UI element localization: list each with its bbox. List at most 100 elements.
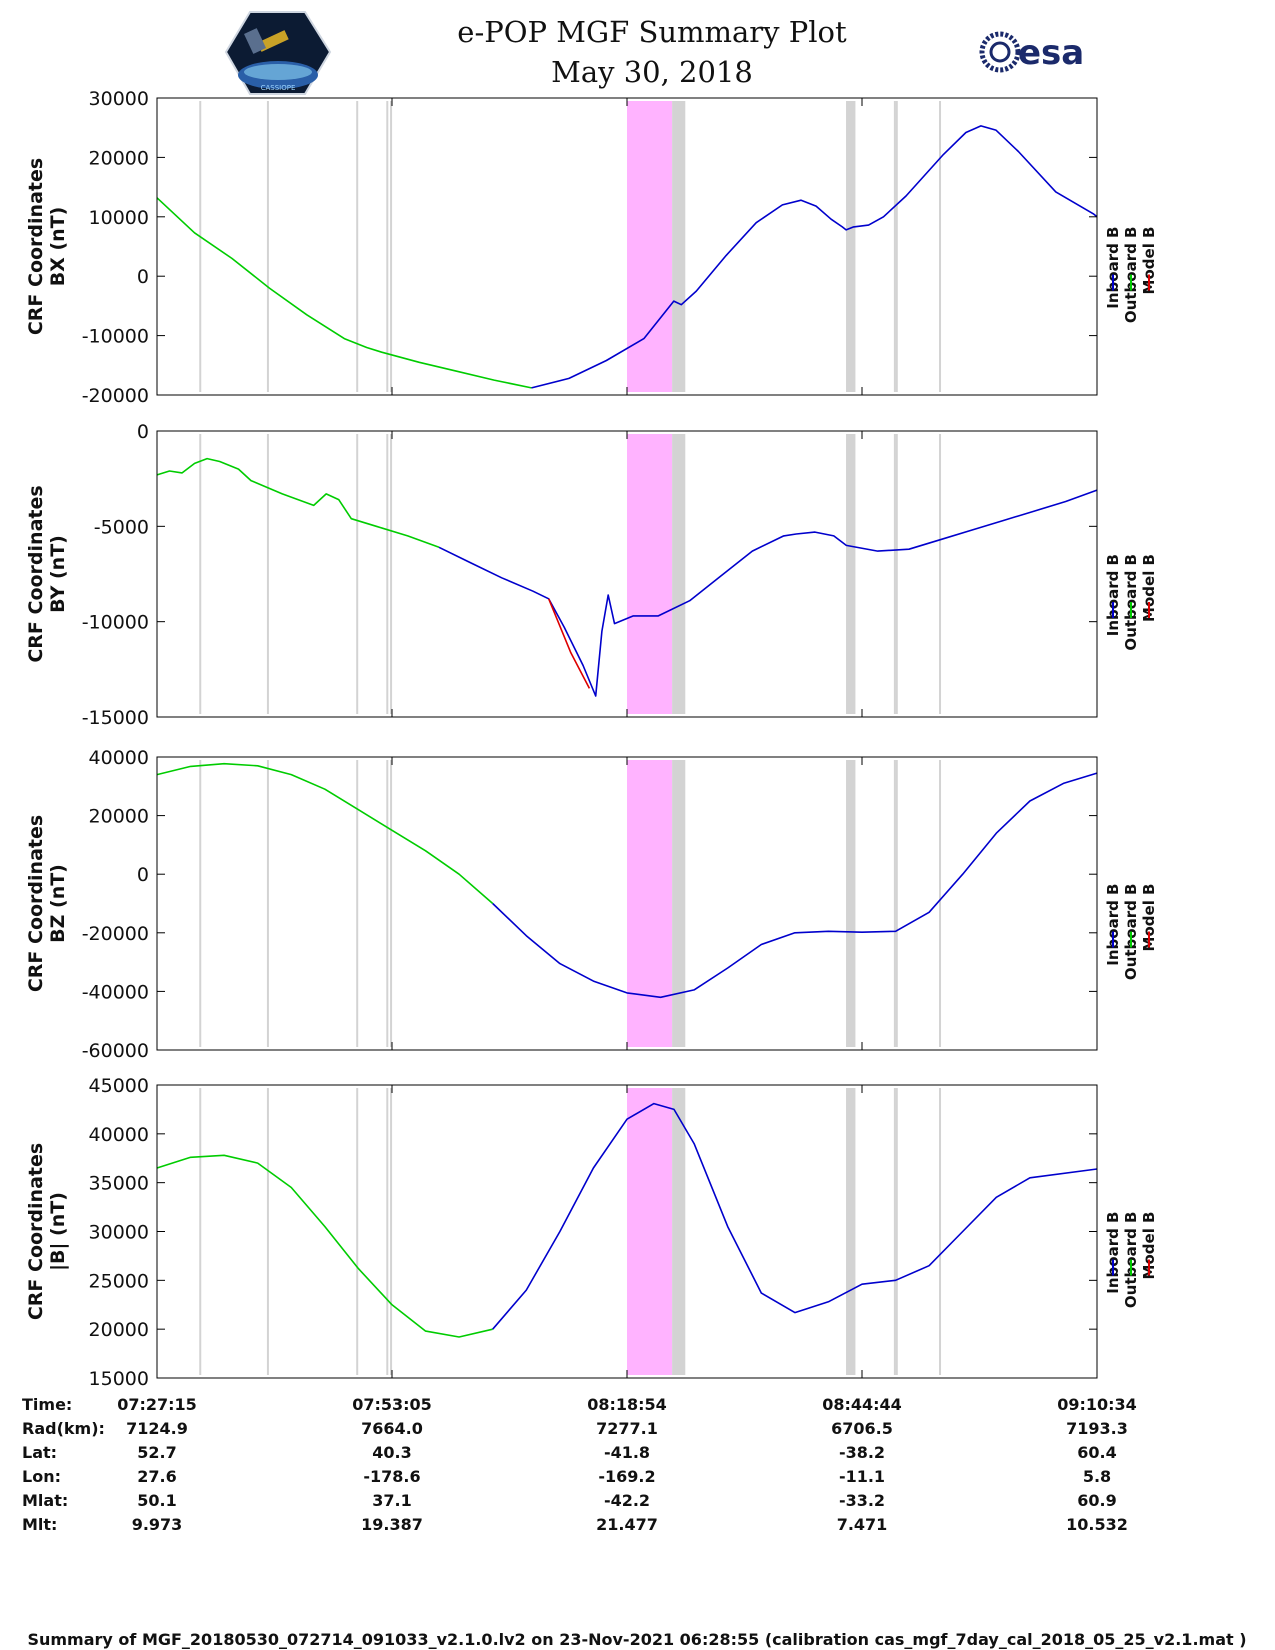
y-tick-label: 20000 <box>89 1319 149 1341</box>
y-tick-label: -10000 <box>82 612 149 634</box>
cassiope-logo: CASSIOPE <box>224 11 332 95</box>
ephemeris-value: -169.2 <box>598 1467 655 1486</box>
legend-label-1: Inboard B <box>1104 884 1122 966</box>
y-tick-label: 30000 <box>89 1222 149 1244</box>
y-tick-label: 20000 <box>89 147 149 169</box>
gray-band-1 <box>672 760 686 1047</box>
legend-label-1: Inboard B <box>1104 554 1122 636</box>
y-tick-label: 10000 <box>89 207 149 229</box>
ephemeris-row-label: Time: <box>22 1395 72 1414</box>
legend-label-3: Model B <box>1140 1212 1158 1280</box>
telemetry-gap-span <box>627 101 673 392</box>
y-tick-label: 20000 <box>89 806 149 828</box>
y-tick-label: 35000 <box>89 1173 149 1195</box>
y-tick-label: 0 <box>137 421 149 443</box>
cassiope-logo-text: CASSIOPE <box>261 84 296 92</box>
telemetry-gap-span <box>627 434 673 714</box>
telemetry-gap-span <box>627 760 673 1047</box>
ephemeris-value: 7193.3 <box>1066 1419 1128 1438</box>
y-tick-label: 25000 <box>89 1270 149 1292</box>
ephemeris-value: 37.1 <box>372 1491 411 1510</box>
ephemeris-value: -41.8 <box>604 1443 650 1462</box>
ephemeris-value: 7277.1 <box>596 1419 658 1438</box>
series-inboard-b <box>531 125 1098 389</box>
ephemeris-value: 60.4 <box>1077 1443 1116 1462</box>
panel-4: 45000 40000 35000 30000 25000 20000 15000 CRF C… <box>25 1075 1158 1390</box>
gray-band-1 <box>672 1088 686 1375</box>
ephemeris-value: 6706.5 <box>831 1419 893 1438</box>
legend: Inboard B Outboard B Model B <box>1104 1212 1158 1309</box>
y-tick-label: 15000 <box>89 1368 149 1390</box>
ephemeris-value: -42.2 <box>604 1491 650 1510</box>
ephemeris-value: 10.532 <box>1066 1515 1128 1534</box>
panel-2: 0 -5000 -10000 -15000 CRF CoordinatesBY (nT)… <box>25 421 1158 729</box>
ephemeris-row-label: Rad(km): <box>22 1419 105 1438</box>
telemetry-gap-span <box>627 1088 673 1375</box>
legend-label-1: Inboard B <box>1104 1212 1122 1294</box>
ephemeris-value: 21.477 <box>596 1515 658 1534</box>
ephemeris-row-label: Mlat: <box>22 1491 68 1510</box>
title-line-1: e-POP MGF Summary Plot <box>457 15 847 49</box>
ephemeris-row-label: Lat: <box>22 1443 57 1462</box>
panels: 30000 20000 10000 0 -10000 -20000 CRF Coordina… <box>25 88 1158 1390</box>
gray-band-2 <box>846 101 856 392</box>
legend: Inboard B Outboard B Model B <box>1104 227 1158 324</box>
ephemeris-value: 52.7 <box>137 1443 176 1462</box>
ephemeris-value: 7.471 <box>837 1515 888 1534</box>
panel-3: 40000 20000 0 -20000 -40000 -60000 CRF Coordin… <box>25 747 1158 1062</box>
y-axis-label: CRF CoordinatesBY (nT) <box>25 485 69 662</box>
gray-band-2 <box>846 434 856 714</box>
ephemeris-value: 08:18:54 <box>587 1395 667 1414</box>
series-inboard-b <box>492 772 1098 999</box>
ephemeris-value: 50.1 <box>137 1491 176 1510</box>
gray-band-2 <box>846 1088 856 1375</box>
y-tick-label: -40000 <box>82 981 149 1003</box>
legend-label-3: Model B <box>1140 554 1158 622</box>
ephemeris-value: -11.1 <box>839 1467 885 1486</box>
y-tick-label: 30000 <box>89 88 149 110</box>
footer-text: Summary of MGF_20180530_072714_091033_v2… <box>27 1630 1246 1649</box>
ephemeris-value: 09:10:34 <box>1057 1395 1137 1414</box>
ephemeris-value: 07:53:05 <box>352 1395 432 1414</box>
y-tick-label: 40000 <box>89 747 149 769</box>
panel-1: 30000 20000 10000 0 -10000 -20000 CRF Coordina… <box>25 88 1158 407</box>
legend-label-3: Model B <box>1140 227 1158 295</box>
gray-band-1 <box>672 434 686 714</box>
ephemeris-value: 19.387 <box>361 1515 423 1534</box>
y-tick-label: 0 <box>137 864 149 886</box>
ephemeris-value: 07:27:15 <box>117 1395 197 1414</box>
title-line-2: May 30, 2018 <box>551 55 753 89</box>
y-tick-label: -5000 <box>94 516 149 538</box>
header: e-POP MGF Summary Plot May 30, 2018 CASS… <box>224 11 1084 95</box>
y-tick-label: -20000 <box>82 923 149 945</box>
ephemeris-value: 08:44:44 <box>822 1395 902 1414</box>
ephemeris-value: 7124.9 <box>126 1419 188 1438</box>
ephemeris-row-label: Lon: <box>22 1467 61 1486</box>
y-tick-label: -60000 <box>82 1040 149 1062</box>
ephemeris-value: 40.3 <box>372 1443 411 1462</box>
ephemeris-value: 60.9 <box>1077 1491 1116 1510</box>
legend: Inboard B Outboard B Model B <box>1104 884 1158 981</box>
series-outboard-b <box>156 762 494 905</box>
gray-band-1 <box>672 101 686 392</box>
y-tick-label: 0 <box>137 266 149 288</box>
y-axis-label: CRF Coordinates|B| (nT) <box>25 1143 69 1320</box>
series-outboard-b <box>156 1154 493 1338</box>
gray-band-2 <box>846 760 856 1047</box>
legend-label-1: Inboard B <box>1104 227 1122 309</box>
y-tick-label: 45000 <box>89 1075 149 1097</box>
ephemeris-row-label: Mlt: <box>22 1515 57 1534</box>
legend-label-3: Model B <box>1140 884 1158 952</box>
ephemeris-value: 7664.0 <box>361 1419 423 1438</box>
y-tick-label: 40000 <box>89 1124 149 1146</box>
ephemeris-value: 9.973 <box>132 1515 183 1534</box>
ephemeris-value: -178.6 <box>363 1467 420 1486</box>
series-outboard-b <box>156 197 532 389</box>
ephemeris-value: 5.8 <box>1083 1467 1111 1486</box>
y-tick-label: -20000 <box>82 385 149 407</box>
y-axis-label: CRF CoordinatesBZ (nT) <box>25 815 69 992</box>
ephemeris-value: -38.2 <box>839 1443 885 1462</box>
series-outboard-b <box>156 457 440 549</box>
legend: Inboard B Outboard B Model B <box>1104 554 1158 651</box>
